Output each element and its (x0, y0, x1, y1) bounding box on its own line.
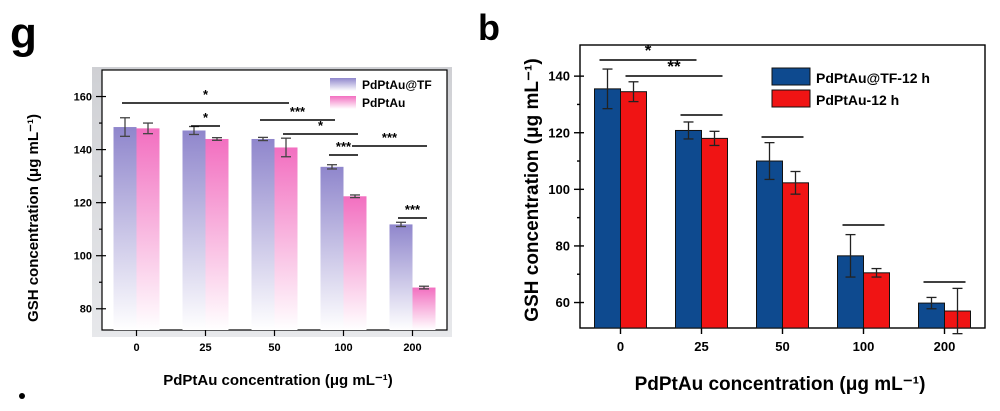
panel-b-legend: PdPtAu@TF-12 h PdPtAu-12 h (771, 67, 930, 108)
panel-g-bars (113, 117, 436, 330)
b-x-tick-label: 50 (775, 339, 789, 354)
panel-g-y-axis-label: GSH concentration (μg mL⁻¹) (25, 114, 42, 322)
panel-b-y-axis-label: GSH concentration (μg mL⁻¹) (522, 58, 543, 321)
g-legend-label: PdPtAu (362, 96, 405, 110)
b-x-tick-label: 100 (853, 339, 875, 354)
g-x-tick-label: 200 (403, 342, 421, 354)
panel-b-significance: *** (599, 41, 966, 283)
g-significance-label: * (203, 87, 209, 102)
g-significance-label: * (318, 118, 324, 133)
g-bar (389, 224, 413, 330)
panel-letter-b: b (478, 7, 500, 48)
panel-g-significance: ** ************* (122, 87, 427, 219)
b-y-tick-label: 80 (556, 238, 570, 253)
g-significance-label: *** (336, 139, 352, 154)
g-bar (412, 287, 436, 330)
g-legend-label: PdPtAu@TF (362, 78, 432, 92)
g-bar (343, 196, 367, 330)
b-bar (863, 272, 890, 329)
g-significance-label: *** (290, 104, 306, 119)
b-y-tick-label: 120 (548, 125, 570, 140)
g-y-tick-label: 80 (80, 304, 92, 316)
g-bar (251, 138, 275, 330)
b-significance-label: * (645, 41, 652, 60)
panel-g-legend: PdPtAu@TF PdPtAu (330, 78, 432, 110)
panel-letter-g: g (10, 9, 37, 58)
b-legend-label: PdPtAu-12 h (816, 92, 899, 108)
panel-g-axes: 80 100 120 140 160 0 25 50 100 200 (74, 69, 448, 354)
b-bar (620, 91, 647, 329)
b-bar (756, 160, 783, 329)
g-legend-swatch (330, 96, 356, 109)
g-bar (274, 147, 298, 330)
g-bar (182, 130, 206, 330)
b-legend-swatch (771, 67, 811, 86)
b-legend-label: PdPtAu@TF-12 h (816, 70, 930, 86)
b-y-tick-label: 140 (548, 69, 570, 84)
g-bar (205, 138, 229, 330)
g-significance-label: *** (405, 202, 421, 217)
b-bar (701, 137, 728, 329)
b-bar (782, 182, 809, 329)
b-x-tick-label: 25 (694, 339, 708, 354)
b-bar (675, 129, 702, 329)
b-y-tick-label: 60 (556, 295, 570, 310)
g-legend-swatch (330, 78, 356, 91)
g-y-tick-label: 100 (74, 251, 92, 263)
g-y-tick-label: 120 (74, 198, 92, 210)
b-y-tick-label: 100 (548, 182, 570, 197)
g-x-tick-label: 50 (268, 342, 280, 354)
b-significance-label: ** (667, 57, 681, 76)
b-bar (594, 88, 621, 329)
g-significance-label: * (203, 110, 209, 125)
stray-dot (19, 393, 25, 399)
panel-b-x-axis-label: PdPtAu concentration (μg mL⁻¹) (635, 374, 926, 395)
g-x-tick-label: 0 (133, 342, 139, 354)
g-y-tick-label: 140 (74, 144, 92, 156)
g-x-tick-label: 100 (334, 342, 352, 354)
g-bar (113, 127, 137, 330)
g-y-tick-label: 160 (74, 91, 92, 103)
g-bar (320, 166, 344, 330)
panel-b-bars (594, 68, 971, 335)
g-bar (136, 128, 160, 330)
b-x-tick-label: 200 (934, 339, 956, 354)
b-x-tick-label: 0 (617, 339, 624, 354)
g-x-tick-label: 25 (199, 342, 211, 354)
g-significance-label: *** (382, 130, 398, 145)
b-legend-swatch (771, 89, 811, 108)
panel-g-x-axis-label: PdPtAu concentration (μg mL⁻¹) (163, 372, 393, 389)
